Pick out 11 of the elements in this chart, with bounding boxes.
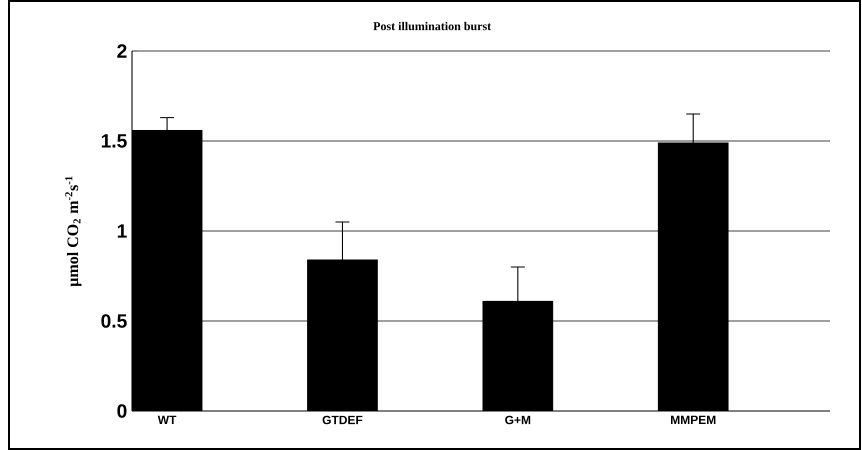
y-tick-label: 1 — [118, 224, 127, 238]
x-tick-label: WT — [158, 416, 176, 424]
chart-title: Post illumination burst — [373, 22, 492, 30]
y-tick-label: 0.5 — [101, 314, 127, 328]
x-tick-label: GTDEF — [322, 416, 362, 424]
x-tick-label: G+M — [505, 416, 530, 424]
y-tick-label: 0 — [117, 404, 127, 418]
y-axis-title: µmol CO$_{2}$ m$^{-2}$s$^{-1}$ — [65, 176, 82, 287]
x-tick-label: MMPEM — [671, 416, 716, 424]
y-tick-label: 1.5 — [102, 134, 127, 148]
y-tick-label: 2 — [117, 44, 127, 58]
